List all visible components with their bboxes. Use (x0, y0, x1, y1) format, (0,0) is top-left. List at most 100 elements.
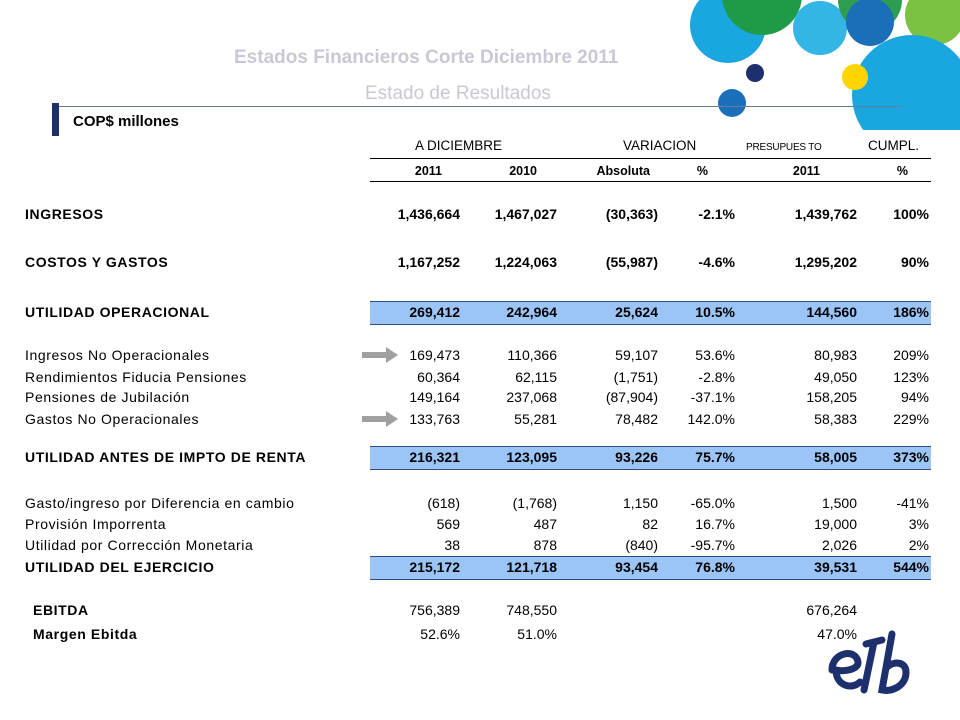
header-variacion: VARIACION (623, 138, 697, 153)
cell-absoluta: 93,226 (615, 449, 658, 465)
cell-absoluta: 82 (642, 516, 658, 532)
cell-presupuesto: 39,531 (814, 559, 857, 575)
cell-pct: -2.8% (698, 369, 735, 385)
cell-presupuesto: 144,560 (806, 304, 857, 320)
row-label: EBITDA (33, 602, 89, 618)
table-row-provision-imporrenta: Provisión Imporrenta 569 487 82 16.7% 19… (0, 514, 960, 534)
cell-pct: 10.5% (695, 304, 735, 320)
cell-absoluta: 93,454 (615, 559, 658, 575)
cell-cumpl: 123% (893, 369, 929, 385)
cell-pct: -95.7% (690, 537, 735, 553)
cell-2010: 110,366 (507, 347, 557, 363)
cell-2010: 237,068 (506, 389, 557, 405)
header-top-line (370, 158, 931, 159)
cell-presupuesto: 19,000 (814, 516, 857, 532)
row-label: Margen Ebitda (33, 626, 138, 642)
table-row-costos: COSTOS Y GASTOS 1,167,252 1,224,063 (55,… (0, 252, 960, 272)
highlight-utilidad-ejercicio (370, 556, 931, 580)
row-label: Gasto/ingreso por Diferencia en cambio (25, 495, 295, 511)
table-row-utilidad-ejercicio: UTILIDAD DEL EJERCICIO 215,172 121,718 9… (0, 557, 960, 577)
cell-cumpl: 373% (893, 449, 929, 465)
cell-presupuesto: 1,500 (821, 495, 857, 511)
cell-2010: 121,718 (506, 559, 557, 575)
cell-2011: 149,164 (409, 389, 460, 405)
highlight-utilidad-antes-impto (370, 446, 931, 470)
header-presupuesto: PRESUPUES TO (746, 142, 822, 153)
circle-blue (846, 0, 894, 46)
header-a-diciembre: A DICIEMBRE (415, 138, 503, 153)
cell-2010: 878 (533, 537, 557, 553)
etb-logo (828, 630, 910, 694)
cell-2011: 1,436,664 (397, 206, 460, 222)
cell-2010: 1,467,027 (494, 206, 557, 222)
subheader-pct: % (696, 164, 708, 178)
cell-presupuesto: 47.0% (817, 626, 857, 642)
subheader-2011: 2011 (414, 164, 442, 178)
cell-2011: 216,321 (409, 449, 460, 465)
cell-2010: (1,768) (512, 495, 557, 511)
cell-cumpl: 209% (893, 347, 929, 363)
cell-2011: 38 (444, 537, 460, 553)
table-row-ingresos: INGRESOS 1,436,664 1,467,027 (30,363) -2… (0, 204, 960, 224)
cell-2010: 123,095 (506, 449, 557, 465)
header-cumpl: CUMPL. (868, 138, 920, 153)
page-subtitle: Estado de Resultados (365, 83, 551, 104)
cell-pct: 75.7% (695, 449, 735, 465)
cell-2010: 748,550 (506, 602, 557, 618)
units-label: COP$ millones (73, 113, 179, 130)
circle-yellow (842, 64, 868, 90)
row-label: COSTOS Y GASTOS (25, 254, 169, 270)
table-row-diferencia-cambio: Gasto/ingreso por Diferencia en cambio (… (0, 493, 960, 513)
cell-pct: 16.7% (695, 516, 735, 532)
cell-absoluta: (1,751) (613, 369, 658, 385)
cell-pct: 142.0% (687, 411, 735, 427)
cell-2010: 242,964 (506, 304, 557, 320)
row-label: Rendimientos Fiducia Pensiones (25, 369, 247, 385)
subheader-absoluta: Absoluta (596, 164, 650, 178)
table-row-utilidad-operacional: UTILIDAD OPERACIONAL 269,412 242,964 25,… (0, 302, 960, 322)
cell-absoluta: (840) (625, 537, 658, 553)
row-label: Gastos No Operacionales (25, 411, 200, 427)
cell-2011: 215,172 (409, 559, 460, 575)
cell-2011: 1,167,252 (397, 254, 460, 270)
row-label: Utilidad por Corrección Monetaria (25, 537, 254, 553)
cell-absoluta: (55,987) (605, 254, 658, 270)
table-row-rendimientos-fiducia: Rendimientos Fiducia Pensiones 60,364 62… (0, 367, 960, 387)
cell-cumpl: 2% (908, 537, 929, 553)
cell-2010: 1,224,063 (494, 254, 557, 270)
cell-pct: -4.6% (698, 254, 735, 270)
circle-smallblue (718, 89, 746, 117)
table-row-ingresos-no-operacionales: Ingresos No Operacionales 169,473 110,36… (0, 345, 960, 365)
cell-pct: 76.8% (695, 559, 735, 575)
cell-2011: 52.6% (420, 626, 460, 642)
cell-2010: 487 (533, 516, 557, 532)
cell-presupuesto: 80,983 (814, 347, 857, 363)
cell-pct: -37.1% (690, 389, 735, 405)
row-label: UTILIDAD ANTES DE IMPTO DE RENTA (25, 449, 307, 465)
cell-presupuesto: 1,439,762 (794, 206, 857, 222)
cell-cumpl: 544% (893, 559, 929, 575)
row-label: Pensiones de Jubilación (25, 389, 190, 405)
cell-cumpl: 100% (893, 206, 929, 222)
subheader-presupuesto-2011: 2011 (792, 164, 820, 178)
cell-absoluta: 78,482 (615, 411, 658, 427)
cell-cumpl: 94% (900, 389, 929, 405)
cell-presupuesto: 676,264 (806, 602, 857, 618)
cell-2011: 569 (436, 516, 460, 532)
cell-presupuesto: 158,205 (806, 389, 857, 405)
arrow-right-icon (362, 411, 398, 427)
units-accent-bar (52, 103, 59, 136)
cell-2011: 169,473 (409, 347, 460, 363)
cell-presupuesto: 58,383 (814, 411, 857, 427)
subheader-cumpl-pct: % (896, 164, 908, 178)
cell-absoluta: 59,107 (615, 347, 658, 363)
cell-cumpl: -41% (896, 495, 929, 511)
circle-green (722, 0, 802, 35)
cell-2010: 55,281 (514, 411, 557, 427)
row-label: Provisión Imporrenta (25, 516, 167, 532)
circle-lightblue-2 (793, 1, 847, 55)
cell-cumpl: 3% (908, 516, 929, 532)
cell-cumpl: 90% (900, 254, 929, 270)
table-row-margen-ebitda: Margen Ebitda 52.6% 51.0% 47.0% (0, 624, 960, 644)
cell-cumpl: 229% (893, 411, 929, 427)
